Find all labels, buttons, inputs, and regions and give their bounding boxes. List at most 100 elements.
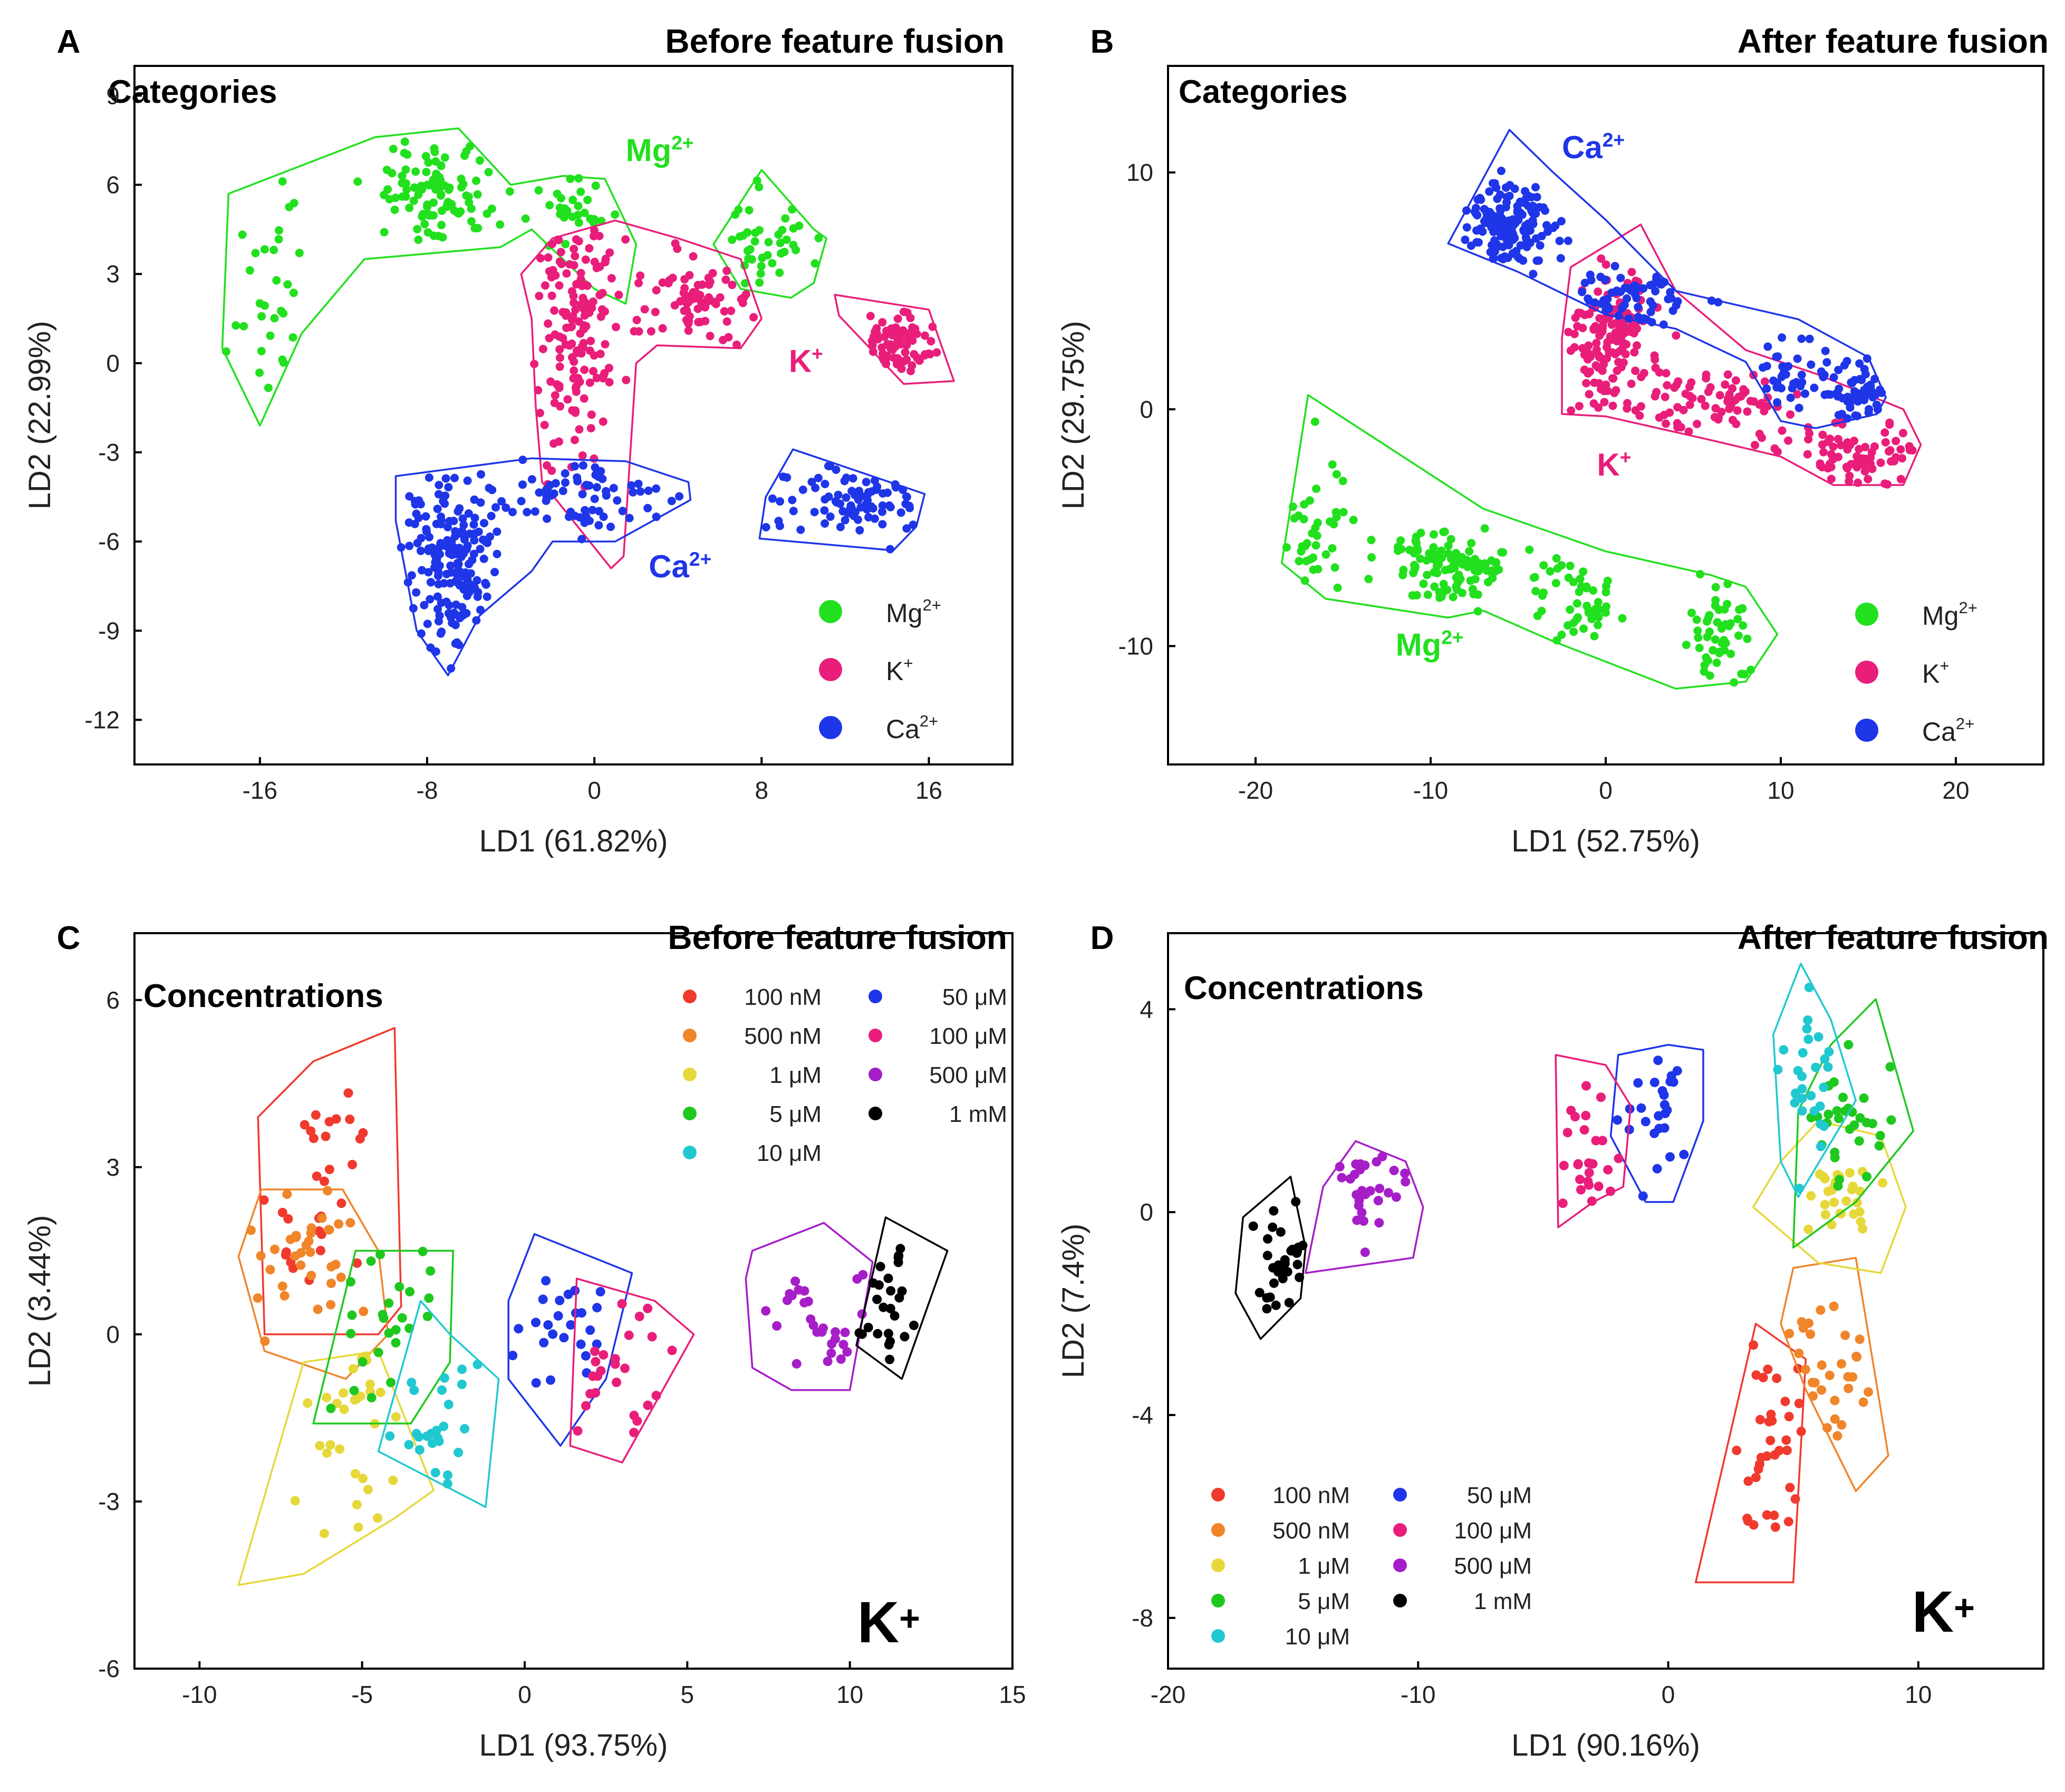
data-point	[1575, 402, 1584, 411]
data-point	[437, 161, 446, 170]
cluster-hull	[1281, 394, 1779, 690]
data-point	[270, 314, 279, 323]
data-point	[334, 1219, 344, 1229]
data-point	[1432, 557, 1441, 566]
data-point	[391, 1325, 401, 1335]
data-point	[1685, 392, 1694, 401]
data-point	[728, 235, 737, 244]
data-point	[422, 168, 431, 177]
data-point	[461, 568, 470, 577]
data-point	[775, 521, 784, 530]
data-point	[1651, 392, 1659, 401]
data-point	[457, 529, 466, 538]
data-point	[1486, 248, 1495, 257]
data-point	[272, 276, 281, 285]
data-point	[1784, 436, 1793, 445]
data-point	[472, 176, 480, 185]
data-point	[1838, 1092, 1848, 1102]
data-point	[473, 190, 482, 199]
data-point	[1300, 500, 1309, 509]
data-point	[346, 1329, 356, 1339]
data-point	[1694, 633, 1703, 642]
data-point	[572, 382, 581, 391]
data-point	[578, 490, 587, 499]
data-point	[719, 336, 727, 344]
legend-marker	[869, 990, 882, 1003]
legend-label: 10 μM	[757, 1140, 822, 1166]
data-point	[582, 322, 591, 331]
data-point	[879, 1302, 889, 1312]
data-point	[1765, 1436, 1775, 1446]
data-point	[1823, 1109, 1834, 1119]
data-point	[1838, 410, 1846, 419]
data-point	[885, 1304, 895, 1313]
data-point	[779, 472, 788, 481]
data-point	[1452, 549, 1461, 558]
data-point	[1321, 550, 1330, 559]
data-point	[435, 617, 443, 626]
data-point	[1844, 1383, 1854, 1393]
y-axis-label: LD2 (29.75%)	[1056, 321, 1091, 510]
data-point	[1469, 590, 1478, 598]
data-point	[1503, 254, 1512, 262]
data-point	[1430, 582, 1439, 591]
data-point	[670, 301, 679, 310]
cluster-hull	[834, 294, 955, 385]
data-point	[1811, 1062, 1821, 1072]
data-point	[563, 395, 572, 404]
data-point	[443, 1399, 453, 1409]
data-point	[921, 331, 929, 340]
data-point	[1300, 576, 1309, 585]
data-point	[531, 1318, 541, 1328]
data-point	[599, 1350, 609, 1360]
data-point	[269, 246, 278, 255]
data-point	[1609, 374, 1618, 383]
data-point	[1779, 1045, 1789, 1055]
data-point	[601, 340, 610, 348]
data-point	[1576, 1185, 1586, 1195]
legend-label: 1 mM	[949, 1101, 1007, 1127]
data-point	[840, 1328, 850, 1338]
data-point	[823, 1357, 833, 1367]
data-point	[1762, 1510, 1772, 1520]
cluster-label-sup: 2+	[1603, 129, 1625, 151]
series-10-m	[1772, 962, 1857, 1198]
legend-label: 5 μM	[769, 1101, 822, 1127]
x-tick-label: -10	[1413, 777, 1448, 804]
data-point	[1662, 419, 1670, 428]
data-point	[433, 605, 442, 614]
data-point	[1501, 202, 1510, 211]
legend-label-base: Ca	[1922, 717, 1956, 747]
x-tick-label: 10	[836, 1681, 863, 1708]
data-point	[1665, 408, 1674, 417]
data-point	[530, 360, 539, 369]
data-point	[1596, 1092, 1606, 1102]
data-point	[831, 1327, 841, 1337]
legend-label: Mg2+	[886, 596, 941, 628]
data-point	[875, 1262, 885, 1272]
data-point	[1487, 568, 1496, 577]
data-point	[476, 545, 485, 554]
data-point	[897, 1286, 907, 1296]
data-point	[1294, 511, 1303, 520]
data-point	[842, 473, 851, 482]
data-point	[275, 226, 283, 235]
data-point	[1566, 605, 1575, 614]
data-point	[435, 481, 443, 489]
data-point	[390, 206, 399, 214]
data-point	[902, 492, 911, 501]
data-point	[444, 483, 453, 492]
data-point	[541, 281, 549, 290]
data-point	[1784, 1411, 1794, 1421]
data-point	[591, 1388, 601, 1398]
data-point	[1649, 1128, 1659, 1138]
data-point	[1845, 477, 1854, 486]
data-point	[264, 383, 273, 392]
data-point	[905, 503, 914, 512]
data-point	[880, 332, 889, 341]
data-point	[447, 546, 456, 555]
data-point	[775, 268, 784, 277]
plot-frame	[133, 65, 1014, 766]
data-point	[1532, 192, 1541, 201]
data-point	[1766, 1409, 1776, 1419]
